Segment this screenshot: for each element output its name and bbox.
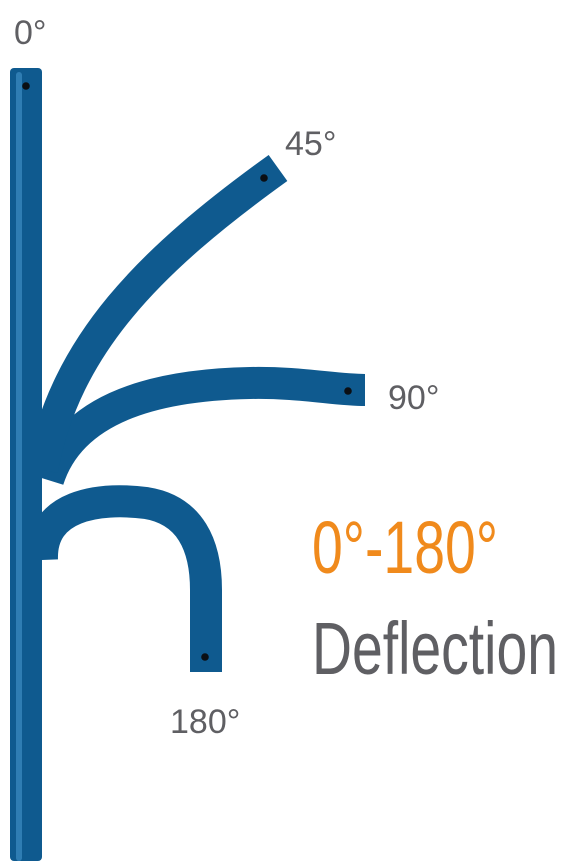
label-90-degrees: 90° [388, 379, 439, 417]
tip-port-45 [260, 174, 268, 182]
catheter-shaft-highlight [16, 72, 22, 861]
label-0-degrees: 0° [14, 14, 47, 52]
tip-port-0 [22, 82, 30, 90]
catheter-shaft-0 [10, 68, 42, 861]
catheter-tip-180 [26, 485, 222, 672]
headline-range: 0°-180° [312, 506, 498, 589]
catheter-group [10, 68, 366, 861]
label-180-degrees: 180° [170, 703, 240, 741]
catheter-tip-90 [32, 366, 366, 486]
tip-port-90 [344, 387, 352, 395]
catheter-tip-45 [26, 155, 288, 473]
tip-port-180 [201, 653, 209, 661]
headline-deflection: Deflection [312, 607, 558, 690]
label-45-degrees: 45° [285, 125, 336, 163]
